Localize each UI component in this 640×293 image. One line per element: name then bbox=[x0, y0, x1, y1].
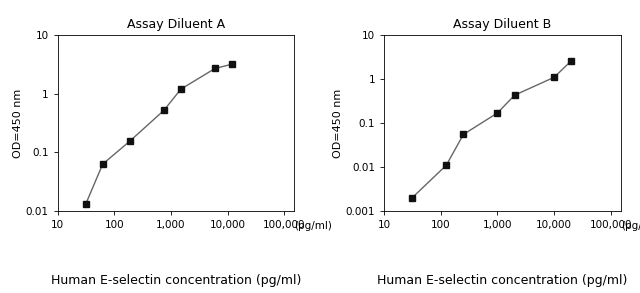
Y-axis label: OD=450 nm: OD=450 nm bbox=[333, 88, 343, 158]
Title: Assay Diluent B: Assay Diluent B bbox=[453, 18, 552, 31]
Text: (pg/ml): (pg/ml) bbox=[294, 221, 332, 231]
Title: Assay Diluent A: Assay Diluent A bbox=[127, 18, 225, 31]
Text: Human E-selectin concentration (pg/ml): Human E-selectin concentration (pg/ml) bbox=[378, 274, 628, 287]
Text: Human E-selectin concentration (pg/ml): Human E-selectin concentration (pg/ml) bbox=[51, 274, 301, 287]
Text: (pg/ml): (pg/ml) bbox=[621, 221, 640, 231]
Y-axis label: OD=450 nm: OD=450 nm bbox=[13, 88, 23, 158]
